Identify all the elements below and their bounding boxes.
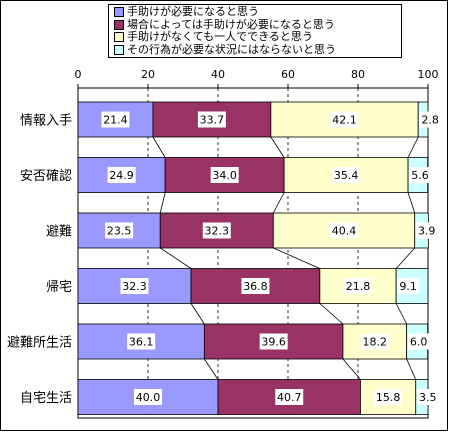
data-label-bg [134, 389, 162, 405]
data-label: 33.7 [200, 114, 225, 127]
connector-line [407, 136, 419, 158]
data-label-bg [197, 111, 226, 128]
connector-line [407, 192, 416, 214]
connector-line [272, 192, 285, 214]
x-tick-label: 40 [211, 68, 225, 81]
x-tick-label: 100 [418, 68, 439, 81]
data-label-bg [202, 222, 231, 239]
connector-line [190, 303, 205, 325]
connector-line [160, 247, 192, 269]
data-label: 2.8 [421, 114, 439, 127]
x-tick-label: 60 [281, 68, 295, 81]
connector-line [204, 358, 219, 380]
connector-line [395, 247, 415, 269]
category-label: 情報入手 [20, 114, 72, 129]
data-label-bg [419, 111, 442, 128]
bar-segment [152, 101, 272, 138]
data-label-bg [241, 278, 270, 294]
data-label: 15.8 [376, 391, 401, 404]
category-label: 帰宅 [46, 279, 72, 295]
connector-line [159, 192, 166, 214]
legend-label: その行為が必要な状況にはならないと思う [127, 42, 336, 56]
data-label-bg [416, 389, 439, 405]
data-label-bg [330, 222, 358, 239]
data-label: 42.1 [332, 114, 357, 127]
legend: 手助けが必要になると思う 場合によっては手助けが必要になると思う 手助けがなくて… [108, 4, 402, 58]
category-label: 避難 [46, 225, 72, 240]
data-label-bg [374, 389, 403, 405]
category-label: 避難所生活 [7, 336, 72, 351]
data-label: 40.7 [277, 391, 302, 404]
data-label: 9.1 [399, 280, 417, 293]
data-label: 34.0 [212, 169, 237, 182]
data-label-bg [127, 333, 156, 350]
data-label: 40.0 [136, 391, 161, 404]
data-label-bg [397, 278, 420, 294]
legend-swatch [114, 19, 124, 30]
data-label: 18.2 [363, 336, 388, 349]
connector-line [342, 358, 361, 380]
legend-label: 手助けが必要になると思う [127, 5, 259, 18]
data-label: 24.9 [109, 169, 134, 182]
bar-segment [342, 323, 408, 360]
data-label: 23.5 [107, 225, 132, 238]
data-label-bg [105, 222, 134, 239]
data-label: 39.6 [261, 336, 286, 349]
data-label-bg [407, 333, 430, 350]
connector-line [319, 303, 344, 325]
connector-line [152, 136, 166, 158]
connector-line [406, 358, 417, 380]
data-label-bg [409, 167, 432, 183]
connector-line [395, 303, 408, 325]
data-label-bg [259, 333, 288, 350]
x-tick-label: 20 [141, 68, 155, 81]
legend-item: その行為が必要な状況にはならないと思う [114, 42, 396, 57]
data-label: 3.5 [419, 391, 437, 404]
data-label: 21.8 [346, 280, 371, 293]
data-label-bg [210, 167, 239, 183]
data-label-bg [275, 389, 304, 405]
legend-label: 手助けがなくても一人でできると思う [127, 30, 313, 43]
legend-swatch [114, 7, 124, 18]
data-label: 36.8 [243, 280, 268, 293]
connector-line [270, 136, 285, 158]
data-label: 3.9 [418, 225, 436, 238]
connector-line [273, 247, 321, 269]
data-label: 32.3 [122, 280, 147, 293]
data-label-bg [330, 111, 359, 128]
data-label: 6.0 [410, 336, 428, 349]
category-label: 自宅生活 [20, 391, 72, 406]
data-label-bg [101, 111, 130, 128]
data-label-bg [332, 167, 361, 183]
data-label: 5.6 [411, 169, 429, 182]
data-label-bg [360, 333, 389, 350]
legend-item: 場合によっては手助けが必要になると思う [114, 17, 396, 32]
legend-swatch [114, 44, 124, 55]
legend-item: 手助けが必要になると思う [114, 5, 396, 19]
data-label: 32.3 [205, 225, 230, 238]
x-tick-label: 0 [75, 68, 82, 81]
data-label: 40.4 [332, 225, 357, 238]
data-label-bg [107, 167, 136, 183]
category-label: 安否確認 [20, 168, 72, 184]
x-tick-label: 80 [351, 68, 365, 81]
data-label-bg [120, 278, 149, 294]
data-label: 36.1 [129, 336, 154, 349]
legend-item: 手助けがなくても一人でできると思う [114, 30, 396, 44]
legend-swatch [114, 32, 124, 43]
data-label: 21.4 [103, 114, 128, 127]
data-label-bg [344, 278, 372, 294]
legend-label: 場合によっては手助けが必要になると思う [127, 17, 335, 31]
data-label: 35.4 [334, 169, 359, 182]
data-label-bg [415, 222, 438, 239]
plot-area [77, 87, 429, 419]
